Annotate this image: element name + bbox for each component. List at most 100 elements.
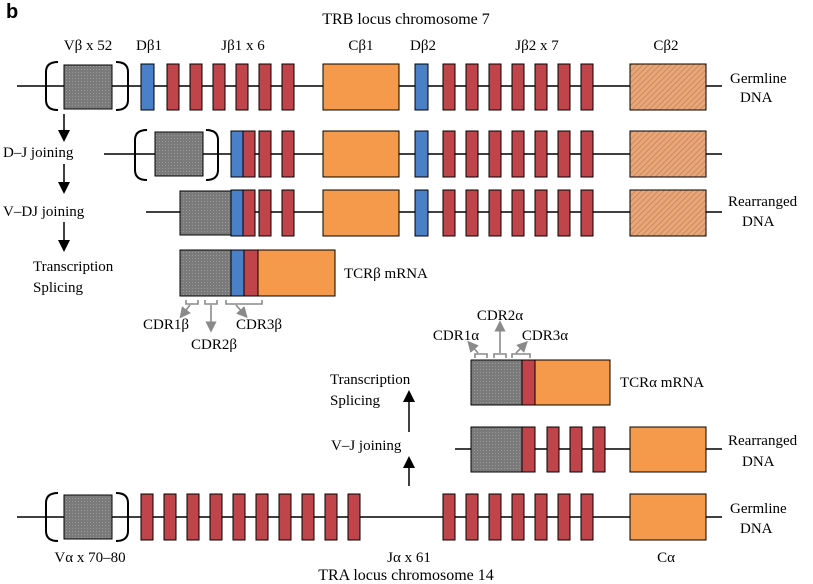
trb-c1-label: Cβ1 — [348, 38, 373, 54]
j-segment — [442, 130, 456, 178]
j-segment — [557, 130, 571, 178]
trb-rearranged-dna: Rearranged DNA — [146, 189, 798, 237]
c2-segment — [629, 130, 707, 178]
j-segment — [569, 426, 583, 473]
d-region — [230, 249, 245, 297]
cdr1-bracket — [474, 353, 488, 358]
j-segment — [511, 189, 525, 237]
j-segment — [232, 493, 246, 541]
mrna-label: TCRβ mRNA — [344, 266, 428, 282]
j-segment — [534, 130, 548, 178]
cdr1-arrow — [467, 340, 479, 354]
j-segment — [324, 493, 338, 541]
cdr2-alpha-label: CDR2α — [477, 308, 523, 324]
v-segment — [63, 494, 113, 540]
d2-segment — [414, 63, 429, 111]
c1-segment — [322, 130, 400, 178]
cdr3-alpha-label: CDR3α — [522, 328, 568, 344]
trb-cdr-annotations — [179, 300, 263, 333]
j-segment — [442, 493, 456, 541]
j-segment — [258, 130, 272, 178]
cdr3-bracket — [511, 353, 531, 358]
j-segment — [166, 63, 180, 111]
j-segment — [488, 63, 502, 111]
cdr2-bracket — [493, 353, 507, 358]
j1-remaining — [258, 189, 295, 237]
j-segment — [546, 426, 560, 473]
j-segment — [347, 493, 361, 541]
d2-segment — [414, 189, 429, 237]
step-dj-joining: D–J joining — [3, 145, 74, 161]
v-region — [470, 359, 523, 406]
trb-v-label: Vβ x 52 — [64, 38, 112, 54]
trb-mrna: TCRβ mRNA — [179, 249, 428, 297]
j-segment — [281, 63, 295, 111]
j-segment — [534, 63, 548, 111]
d1-segment — [140, 63, 155, 111]
germline-label-line1: Germline — [730, 501, 787, 517]
j-segment — [488, 189, 502, 237]
cdr3-beta-label: CDR3β — [236, 317, 282, 333]
tra-rearranged-dna: Rearranged DNA — [455, 426, 798, 473]
j-segment — [557, 189, 571, 237]
j-segment — [281, 189, 295, 237]
right-bracket — [115, 492, 129, 542]
v-region — [179, 249, 232, 297]
tra-c-label: Cα — [657, 550, 675, 566]
v-segment — [179, 190, 232, 236]
j1-remaining — [258, 130, 295, 178]
j-region — [243, 249, 259, 297]
trb-title: TRB locus chromosome 7 — [322, 11, 490, 28]
j-segment — [186, 493, 200, 541]
left-bracket — [134, 129, 148, 181]
j-cluster-left — [140, 493, 361, 541]
right-bracket — [115, 61, 129, 111]
j2-cluster — [442, 130, 594, 178]
c2-segment — [629, 189, 707, 237]
j-segment — [189, 63, 203, 111]
j-segment — [580, 130, 594, 178]
j-segment — [592, 426, 606, 473]
cdr3-bracket — [225, 300, 263, 305]
left-bracket — [45, 492, 59, 542]
trb-j1-label: Jβ1 x 6 — [221, 38, 265, 54]
germline-label-line1: Germline — [730, 71, 787, 87]
tra-germline-dna: Germline DNA — [17, 492, 787, 542]
j-cluster-right — [442, 493, 594, 541]
j-segment — [258, 63, 272, 111]
j-segment — [278, 493, 292, 541]
j-segment — [557, 63, 571, 111]
j-segment — [442, 189, 456, 237]
trb-germline-dna: Germline DNA — [17, 61, 787, 111]
j-segment — [258, 189, 272, 237]
j2-cluster — [442, 63, 594, 111]
j-segment — [534, 189, 548, 237]
rearranged-label-line1: Rearranged — [728, 433, 798, 449]
j-segment — [557, 493, 571, 541]
j-segment — [511, 130, 525, 178]
cdr1-bracket — [185, 300, 199, 305]
j-segment — [209, 493, 223, 541]
cdr3-arrow — [515, 341, 528, 354]
j-segment — [465, 493, 479, 541]
j1-cluster — [166, 63, 295, 111]
j-segment — [235, 63, 249, 111]
step-splicing: Splicing — [330, 393, 381, 409]
j-segment — [488, 130, 502, 178]
right-bracket — [205, 129, 219, 181]
cdr1-alpha-label: CDR1α — [433, 328, 479, 344]
cdr2-bracket — [204, 300, 218, 305]
d2-segment — [414, 130, 429, 178]
j-segment — [534, 493, 548, 541]
j-segment — [255, 493, 269, 541]
j-segment — [580, 493, 594, 541]
c-region — [257, 249, 336, 297]
germline-label-line2: DNA — [740, 521, 773, 537]
tra-title: TRA locus chromosome 14 — [318, 567, 494, 584]
rearranged-label-line2: DNA — [742, 214, 775, 230]
j-segment — [212, 63, 226, 111]
v-segment — [63, 64, 113, 110]
d1-segment — [230, 189, 244, 237]
c-region — [534, 359, 611, 406]
